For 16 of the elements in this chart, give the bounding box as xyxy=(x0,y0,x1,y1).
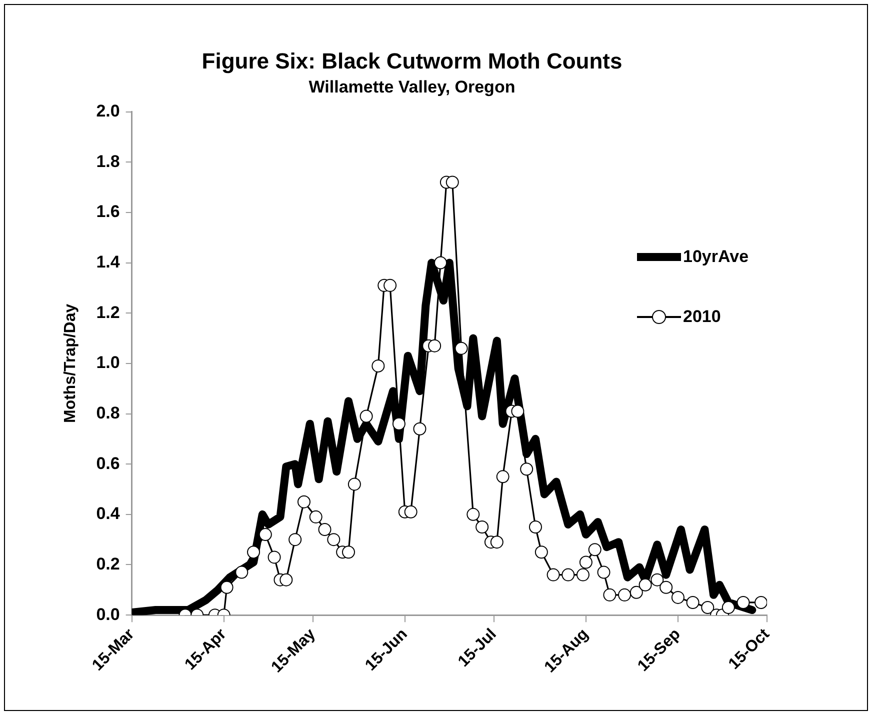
y-tick-label: 1.6 xyxy=(96,202,120,222)
y-tick-label: 0.6 xyxy=(96,454,120,473)
y-tick-label: 0.0 xyxy=(96,604,120,624)
legend-label: 2010 xyxy=(683,306,721,327)
chart-subtitle: Willamette Valley, Oregon xyxy=(308,77,516,96)
legend-label: 10yrAve xyxy=(683,246,749,267)
chart-title: Figure Six: Black Cutworm Moth Counts xyxy=(202,48,622,74)
y-tick-label: 1.2 xyxy=(96,302,120,322)
y-tick-label: 0.2 xyxy=(96,554,120,574)
y-tick-label: 0.8 xyxy=(96,403,120,422)
y-tick-label: 1.4 xyxy=(96,252,120,272)
y-tick-label: 2.0 xyxy=(96,101,120,120)
y-tick-label: 0.4 xyxy=(96,504,120,524)
y-axis-title: Moths/Trap/Day xyxy=(62,304,80,423)
y-tick-label: 1.8 xyxy=(96,152,120,171)
y-tick-label: 1.0 xyxy=(96,353,120,372)
